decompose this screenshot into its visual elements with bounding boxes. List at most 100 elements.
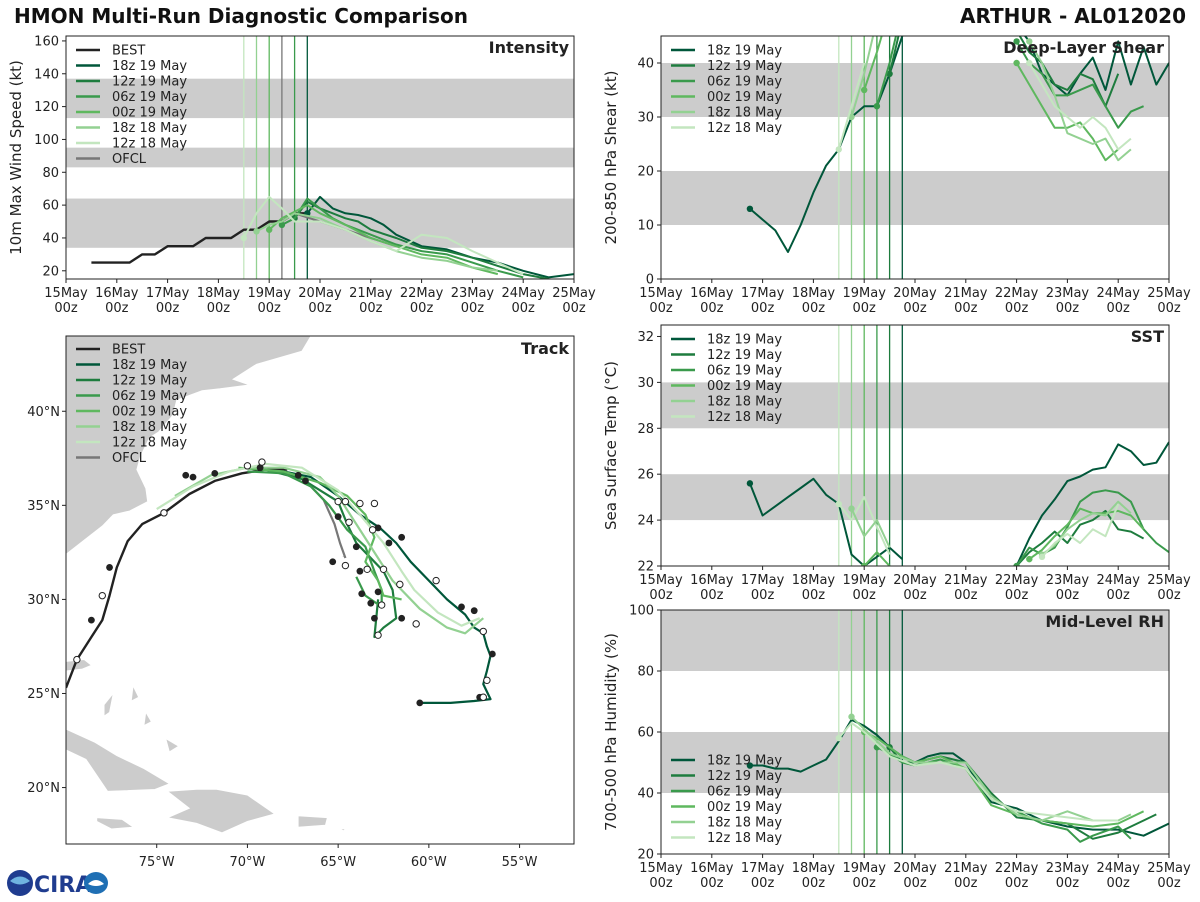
globe-highlight-icon xyxy=(10,876,30,885)
init-point xyxy=(886,70,893,78)
y-tick-label: 35°N xyxy=(27,499,60,514)
track-point-filled xyxy=(398,614,406,622)
x-tick-label: 24May xyxy=(1096,861,1140,876)
series-18z-18-may xyxy=(850,508,891,549)
init-point xyxy=(266,226,273,233)
track-point-open xyxy=(334,497,342,506)
hispaniola-land xyxy=(166,789,276,834)
legend-label: 12z 19 May xyxy=(707,59,782,74)
x-tick-label: 22May xyxy=(995,573,1039,588)
series-06z-19-may xyxy=(1015,40,1144,129)
legend-label: 18z 19 May xyxy=(112,59,187,74)
y-tick-label: 40 xyxy=(637,57,654,72)
threshold-band xyxy=(661,63,1169,117)
series-18z-18-may xyxy=(1028,40,1132,162)
x-tick-label: 16May xyxy=(690,861,734,876)
x-tick-label: 22May xyxy=(995,286,1039,301)
legend-label: 12z 19 May xyxy=(707,348,782,363)
x-tick-label: 00z xyxy=(1056,588,1080,603)
x-tick-label: 20May xyxy=(893,861,937,876)
y-tick-label: 30°N xyxy=(27,593,60,608)
threshold-band xyxy=(66,198,574,248)
track-point-filled xyxy=(371,614,378,622)
series-18z-18-may xyxy=(850,716,1132,822)
legend-label: 18z 19 May xyxy=(707,754,782,769)
legend-label: 12z 18 May xyxy=(707,831,782,846)
init-point xyxy=(278,221,286,229)
x-tick-label: 00z xyxy=(751,301,775,316)
legend-label: 12z 18 May xyxy=(112,137,187,152)
series-18z-18-may xyxy=(850,36,875,118)
track-point-filled xyxy=(356,567,364,575)
x-tick-label: 21May xyxy=(944,286,988,301)
x-tick-label: 20May xyxy=(893,286,937,301)
x-tick-label: 00z xyxy=(562,301,586,316)
y-tick-label: 20 xyxy=(637,848,654,863)
series-00z-19-may xyxy=(863,731,1145,828)
x-tick-label: 00z xyxy=(105,301,129,316)
track-point-filled xyxy=(182,471,190,479)
x-tick-label: 21May xyxy=(944,861,988,876)
series-18z-19-may xyxy=(749,36,904,253)
cuba-land xyxy=(66,728,171,792)
track-point-filled xyxy=(88,616,95,624)
series-12z-18-may xyxy=(837,62,866,150)
init-point xyxy=(835,500,842,508)
track-point-open xyxy=(432,576,440,585)
x-tick-label: 15May xyxy=(639,286,683,301)
init-point xyxy=(861,86,868,94)
track-point-open xyxy=(370,499,379,508)
series-12z-18-may xyxy=(1028,62,1132,151)
track-point-open xyxy=(396,580,404,589)
y-tick-label: 100 xyxy=(629,604,654,619)
y-tick-label: 40 xyxy=(42,231,59,246)
series-00z-19-may xyxy=(268,204,499,276)
x-tick-label: 00z xyxy=(853,301,877,316)
legend-label: 12z 19 May xyxy=(112,75,187,90)
init-point xyxy=(861,562,868,566)
x-tick-label: 00z xyxy=(700,876,724,891)
x-tick-label: 70°W xyxy=(229,855,265,870)
legend-label: 00z 19 May xyxy=(707,800,782,815)
puerto-rico-land xyxy=(297,815,328,828)
x-tick-label: 15May xyxy=(639,861,683,876)
x-tick-label: 00z xyxy=(1107,301,1131,316)
map-area xyxy=(66,336,574,844)
x-tick-label: 00z xyxy=(410,301,434,316)
threshold-band xyxy=(661,171,1169,225)
legend-label: OFCL xyxy=(112,451,147,466)
series-18z-19-may xyxy=(1013,441,1169,566)
plot-area xyxy=(66,36,574,279)
track-06z-19-may xyxy=(247,470,383,609)
track-point-filled xyxy=(302,477,309,485)
init-point xyxy=(1013,59,1020,67)
x-tick-label: 00z xyxy=(903,876,927,891)
y-axis-label: 10m Max Wind Speed (kt) xyxy=(7,60,25,255)
y-tick-label: 140 xyxy=(34,67,59,82)
x-tick-label: 16May xyxy=(690,573,734,588)
y-tick-label: 32 xyxy=(637,330,654,345)
bahamas-land xyxy=(143,711,152,727)
legend-label: 18z 18 May xyxy=(707,106,782,121)
legend-label: 18z 19 May xyxy=(112,358,187,373)
track-point-open xyxy=(341,561,350,570)
track-18z-19-may xyxy=(283,470,492,705)
x-tick-label: 18May xyxy=(792,573,836,588)
plot-area xyxy=(661,36,1169,279)
x-tick-label: 23May xyxy=(1046,286,1090,301)
x-tick-label: 00z xyxy=(1107,588,1131,603)
track-point-open xyxy=(345,518,353,526)
panel-title: Track xyxy=(521,339,569,358)
x-tick-label: 00z xyxy=(461,301,485,316)
y-tick-label: 22 xyxy=(637,560,654,575)
init-point xyxy=(1026,59,1033,67)
bahamas-land xyxy=(165,737,180,753)
panel-title: Deep-Layer Shear xyxy=(1003,38,1164,57)
x-tick-label: 00z xyxy=(258,301,282,316)
x-tick-label: 00z xyxy=(1056,876,1080,891)
init-point xyxy=(988,574,994,580)
x-tick-label: 19May xyxy=(247,286,291,301)
init-point xyxy=(253,228,260,235)
track-point-filled xyxy=(294,471,302,479)
y-tick-label: 24 xyxy=(637,514,654,529)
